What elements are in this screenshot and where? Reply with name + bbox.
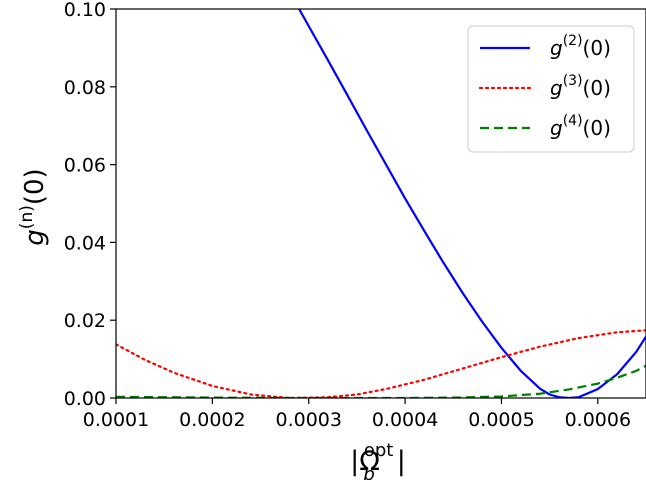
x-axis-label-sub: p [362, 464, 374, 480]
y-tick-label: 0.00 [64, 388, 106, 410]
series-line-g2 [298, 9, 646, 398]
y-axis: 0.00 0.02 0.04 0.06 0.08 0.10 [64, 0, 116, 410]
x-tick-label: 0.0005 [468, 409, 534, 431]
legend-label-main: g [550, 36, 563, 60]
legend-label-tail: (0) [583, 76, 611, 100]
y-axis-label: g(n)(0) [17, 168, 50, 245]
x-tick-label: 0.0003 [275, 409, 341, 431]
legend-label-tail: (0) [583, 116, 611, 140]
y-axis-label-sup: (n) [17, 205, 37, 229]
y-tick-label: 0.08 [64, 77, 106, 99]
y-tick-label: 0.02 [64, 310, 106, 332]
legend-box [467, 25, 635, 153]
legend-label-g2: g(2)(0) [550, 33, 611, 60]
y-axis-label-main: g [20, 229, 50, 246]
x-tick-label: 0.0002 [179, 409, 245, 431]
x-axis-label-main: |Ω [350, 446, 380, 477]
x-tick-label: 0.0001 [83, 409, 149, 431]
legend: g(2)(0)g(3)(0)g(4)(0) [467, 25, 635, 153]
series-line-g4 [116, 364, 646, 398]
x-tick-label: 0.0004 [372, 409, 438, 431]
legend-label-tail: (0) [583, 36, 611, 60]
series-line-g3 [116, 329, 646, 398]
y-tick-label: 0.06 [64, 155, 106, 177]
x-tick-label: 0.0006 [565, 409, 631, 431]
y-tick-label: 0.10 [64, 0, 106, 21]
x-axis-label: |Ωopt p | [350, 440, 406, 480]
legend-label-sup: (2) [563, 33, 583, 49]
plot-frame [115, 8, 646, 399]
x-axis: 0.0001 0.0002 0.0003 0.0004 0.0005 0.0006 [83, 398, 631, 431]
x-axis-label-close: | [397, 446, 406, 477]
legend-label-main: g [550, 76, 563, 100]
legend-label-main: g [550, 116, 563, 140]
legend-label-sup: (4) [563, 113, 583, 129]
legend-label-g3: g(3)(0) [550, 73, 611, 100]
y-tick-label: 0.04 [64, 232, 106, 254]
legend-label-g4: g(4)(0) [550, 113, 611, 140]
x-axis-label-sup: opt [364, 440, 394, 461]
y-axis-label-tail: (0) [20, 168, 50, 205]
legend-label-sup: (3) [563, 73, 583, 89]
